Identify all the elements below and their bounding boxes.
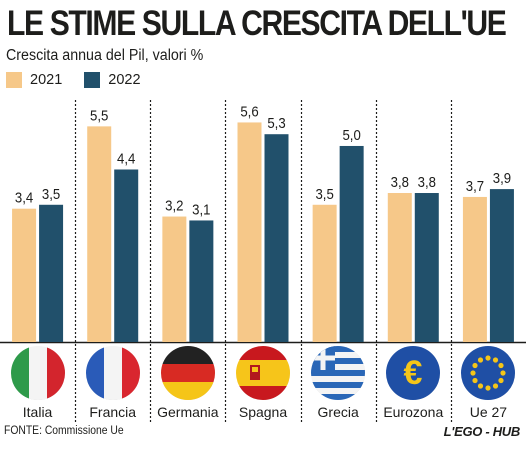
data-label: 3,5 [42, 185, 60, 202]
legend-label-2021: 2021 [30, 72, 63, 88]
data-label: 5,0 [342, 126, 360, 143]
country-label: Spagna [238, 404, 288, 420]
data-label: 4,4 [117, 150, 135, 167]
bar-2022 [114, 169, 139, 342]
legend: 2021 2022 [6, 72, 141, 88]
data-label: 5,6 [240, 103, 258, 120]
brand-logo: L'EGO - HUB [443, 424, 521, 439]
greece-flag-icon [311, 346, 366, 400]
bar-2021 [387, 193, 412, 342]
chart-subtitle: Crescita annua del Pil, valori % [6, 47, 204, 64]
country-label: Germania [157, 404, 219, 420]
bar-2022 [339, 145, 364, 342]
data-label: 3,5 [315, 185, 333, 202]
legend-item-2022: 2022 [84, 72, 141, 88]
data-label: 5,3 [267, 114, 285, 131]
country-label: Italia [22, 404, 53, 420]
bar-2022 [414, 193, 439, 342]
bar-2021 [462, 196, 487, 342]
data-label: 3,8 [418, 173, 436, 190]
country-label: Eurozona [383, 404, 444, 420]
data-label: 5,5 [90, 107, 108, 124]
legend-label-2022: 2022 [108, 72, 141, 88]
bar-2021 [237, 122, 262, 342]
source-note: FONTE: Commissione Ue [4, 425, 124, 437]
germany-flag-icon [160, 346, 215, 400]
eurozone-flag-icon: € [386, 346, 441, 400]
chart-title: LE STIME SULLA CRESCITA DELL'UE [7, 4, 507, 43]
legend-swatch-2022 [84, 72, 101, 88]
bar-2021 [162, 216, 187, 342]
data-label: 3,2 [165, 197, 183, 214]
svg-text:€: € [404, 354, 423, 392]
country-label: Grecia [317, 404, 359, 420]
data-label: 3,4 [15, 189, 33, 206]
bar-2022 [264, 134, 289, 342]
bar-2022 [189, 220, 214, 342]
data-label: 3,8 [391, 173, 409, 190]
data-label: 3,1 [192, 201, 210, 218]
legend-item-2021: 2021 [6, 72, 62, 88]
bar-2021 [312, 204, 337, 342]
data-label: 3,7 [466, 177, 484, 194]
legend-swatch-2021 [6, 72, 22, 88]
france-flag-icon [85, 346, 140, 400]
country-label: Francia [89, 404, 137, 420]
bar-2022 [489, 189, 514, 342]
spain-flag-icon [236, 346, 290, 400]
eu27-flag-icon [461, 346, 516, 400]
bar-2022 [39, 204, 64, 342]
bar-2021 [12, 208, 37, 342]
country-label: Ue 27 [469, 404, 508, 420]
data-label: 3,9 [493, 169, 511, 186]
italy-flag-icon [10, 346, 65, 400]
bar-2021 [87, 126, 112, 342]
